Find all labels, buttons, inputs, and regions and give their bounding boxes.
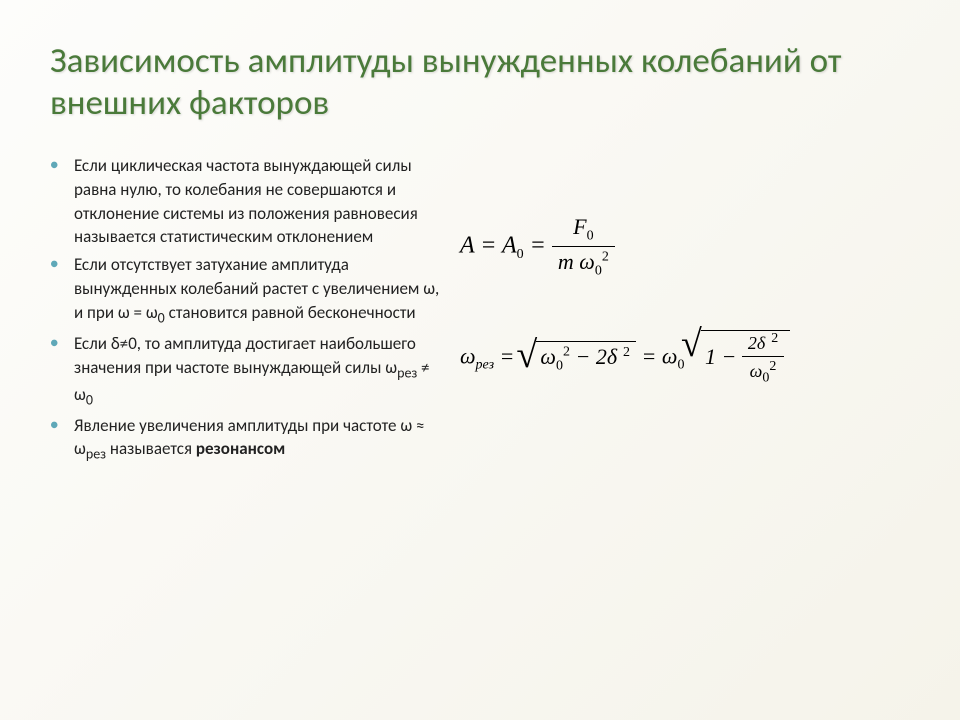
subscript: рез bbox=[476, 358, 495, 373]
sqrt: ω02 − 2δ2 bbox=[536, 341, 636, 374]
two: 2 bbox=[748, 333, 757, 353]
equals: = bbox=[474, 232, 502, 258]
subscript: 0 bbox=[587, 228, 594, 243]
var-omega: ω bbox=[460, 343, 476, 368]
superscript: 2 bbox=[602, 250, 609, 265]
var-omega: ω bbox=[662, 343, 678, 368]
minus: − bbox=[570, 344, 596, 369]
denominator: m ω02 bbox=[552, 247, 615, 279]
subscript: 0 bbox=[86, 391, 93, 408]
subscript: 0 bbox=[158, 309, 165, 326]
content-row: Если циклическая частота вынуждающей сил… bbox=[50, 154, 910, 468]
subscript: 0 bbox=[556, 359, 563, 374]
formula-amplitude: A = A0 = F0m ω02 bbox=[460, 214, 910, 280]
sqrt: 1 − 2δ2ω02 bbox=[701, 330, 790, 387]
text: Если δ≠0, то амплитуда достигает наиболь… bbox=[74, 333, 416, 378]
var-omega: ω bbox=[540, 344, 556, 369]
slide-title: Зависимость амплитуды вынужденных колеба… bbox=[50, 40, 910, 124]
equals: = bbox=[524, 232, 552, 258]
sqrt-inner: 1 − 2δ2ω02 bbox=[701, 330, 790, 387]
var-omega: ω bbox=[579, 249, 595, 274]
var-delta: δ bbox=[607, 344, 617, 369]
list-item: Если δ≠0, то амплитуда достигает наиболь… bbox=[50, 332, 445, 410]
bullet-column: Если циклическая частота вынуждающей сил… bbox=[50, 154, 445, 468]
denominator: ω02 bbox=[742, 357, 784, 387]
numerator: 2δ2 bbox=[742, 331, 784, 357]
subscript: рез bbox=[86, 446, 106, 463]
superscript: 2 bbox=[563, 345, 570, 360]
superscript: 2 bbox=[769, 359, 776, 374]
var-m: m bbox=[558, 249, 574, 274]
formula-column: A = A0 = F0m ω02 ωрез = ω02 − 2δ2 = ω0 1… bbox=[445, 154, 910, 468]
bold-text: резонансом bbox=[196, 438, 285, 459]
bullet-list: Если циклическая частота вынуждающей сил… bbox=[50, 154, 445, 464]
fraction: F0m ω02 bbox=[552, 214, 615, 280]
subscript: 0 bbox=[595, 264, 602, 279]
one: 1 bbox=[705, 344, 716, 369]
superscript: 2 bbox=[623, 345, 630, 360]
minus: − bbox=[716, 344, 742, 369]
two: 2 bbox=[596, 344, 607, 369]
superscript: 2 bbox=[771, 331, 778, 346]
list-item: Если циклическая частота вынуждающей сил… bbox=[50, 154, 445, 249]
var-A0: A bbox=[502, 232, 517, 258]
fraction: 2δ2ω02 bbox=[742, 331, 784, 387]
numerator: F0 bbox=[552, 214, 615, 247]
formula-resonance: ωрез = ω02 − 2δ2 = ω0 1 − 2δ2ω02 bbox=[460, 330, 910, 387]
var-F: F bbox=[573, 214, 586, 239]
var-omega: ω bbox=[750, 361, 763, 381]
text: называется bbox=[106, 438, 196, 459]
var-delta: δ bbox=[757, 333, 765, 353]
subscript: рез bbox=[397, 364, 417, 381]
sqrt-inner: ω02 − 2δ2 bbox=[536, 341, 636, 374]
equals: = bbox=[642, 343, 662, 368]
list-item: Явление увеличения амплитуды при частоте… bbox=[50, 414, 445, 465]
var-A: A bbox=[460, 232, 474, 258]
list-item: Если отсутствует затухание амплитуда вын… bbox=[50, 253, 445, 328]
subscript: 0 bbox=[517, 247, 524, 262]
text: становится равной бесконечности bbox=[165, 302, 416, 323]
slide: Зависимость амплитуды вынужденных колеба… bbox=[0, 0, 960, 720]
